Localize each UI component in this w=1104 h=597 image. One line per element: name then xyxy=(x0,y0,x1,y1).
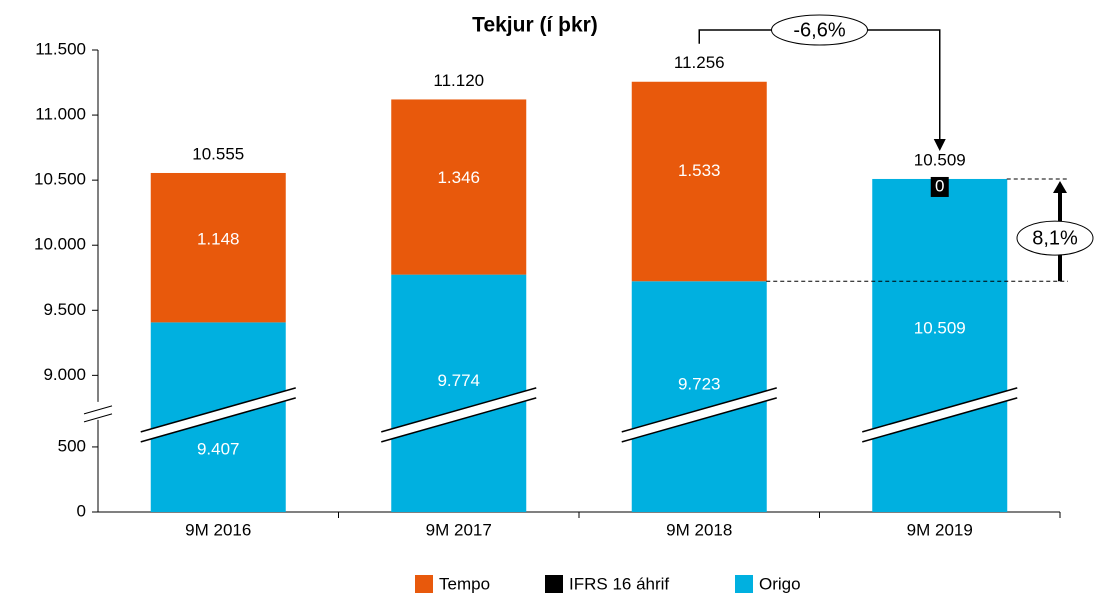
x-tick-label: 9M 2017 xyxy=(426,520,492,539)
total-label: 11.256 xyxy=(674,53,725,72)
value-label: 1.148 xyxy=(197,230,240,249)
y-tick-label: 9.500 xyxy=(43,300,86,319)
legend-label: Tempo xyxy=(439,574,490,593)
total-label: 11.120 xyxy=(433,71,484,90)
bar-segment xyxy=(391,99,527,275)
legend: Tempo IFRS 16 áhrif Origo xyxy=(415,574,801,593)
legend-swatch xyxy=(735,575,753,593)
bar-break xyxy=(862,397,1018,443)
x-tick-label: 9M 2016 xyxy=(185,520,251,539)
bar-segment xyxy=(391,274,527,512)
bar-break xyxy=(381,387,537,442)
y-tick-label: 11.000 xyxy=(35,105,86,124)
value-label: 1.533 xyxy=(678,161,721,180)
legend-swatch xyxy=(415,575,433,593)
y-tick-label: 10.500 xyxy=(34,170,86,189)
bar-break xyxy=(621,387,777,433)
annotation-arrow xyxy=(1053,180,1067,193)
annotation-bubble xyxy=(1016,220,1094,256)
annotation-label: 8,1% xyxy=(1032,227,1078,249)
y-tick-label: 500 xyxy=(58,436,86,455)
chart-title: Tekjur (í þkr) xyxy=(472,14,598,37)
bar-segment xyxy=(872,178,1008,512)
bar-break xyxy=(381,397,537,443)
x-tick-label: 9M 2019 xyxy=(907,520,973,539)
bar-break xyxy=(140,397,296,443)
value-label: 1.346 xyxy=(437,168,480,187)
value-label: 9.723 xyxy=(678,375,721,394)
y-tick-label: 11.500 xyxy=(35,39,86,58)
total-label: 10.509 xyxy=(914,150,966,169)
value-label: 0 xyxy=(935,176,944,195)
bar-break xyxy=(621,397,777,443)
value-label: 9.774 xyxy=(437,371,480,390)
value-label: 9.407 xyxy=(197,439,240,458)
bar-segment xyxy=(930,176,949,197)
legend-label: IFRS 16 áhrif xyxy=(569,574,669,593)
bar-break xyxy=(140,387,296,433)
axis-break xyxy=(84,405,112,422)
bar-segment xyxy=(150,172,286,323)
y-tick-label: 10.000 xyxy=(34,235,86,254)
bar-break xyxy=(862,387,1018,433)
total-label: 10.555 xyxy=(192,144,244,163)
x-tick-label: 9M 2018 xyxy=(666,520,732,539)
legend-swatch xyxy=(545,575,563,593)
value-label: 10.509 xyxy=(914,318,966,337)
annotation-bubble xyxy=(771,14,868,46)
axis-break xyxy=(83,405,113,415)
bar-break xyxy=(140,387,296,442)
bar-break xyxy=(381,387,537,433)
axis-break xyxy=(83,413,113,423)
bar-break xyxy=(621,387,777,442)
bar-break xyxy=(862,387,1018,442)
bar-segment xyxy=(631,81,767,282)
annotation-arrow xyxy=(933,138,946,151)
y-tick-label: 0 xyxy=(77,501,86,520)
legend-label: Origo xyxy=(759,574,801,593)
y-tick-label: 9.000 xyxy=(43,365,86,384)
annotation-label: -6,6% xyxy=(793,19,845,41)
